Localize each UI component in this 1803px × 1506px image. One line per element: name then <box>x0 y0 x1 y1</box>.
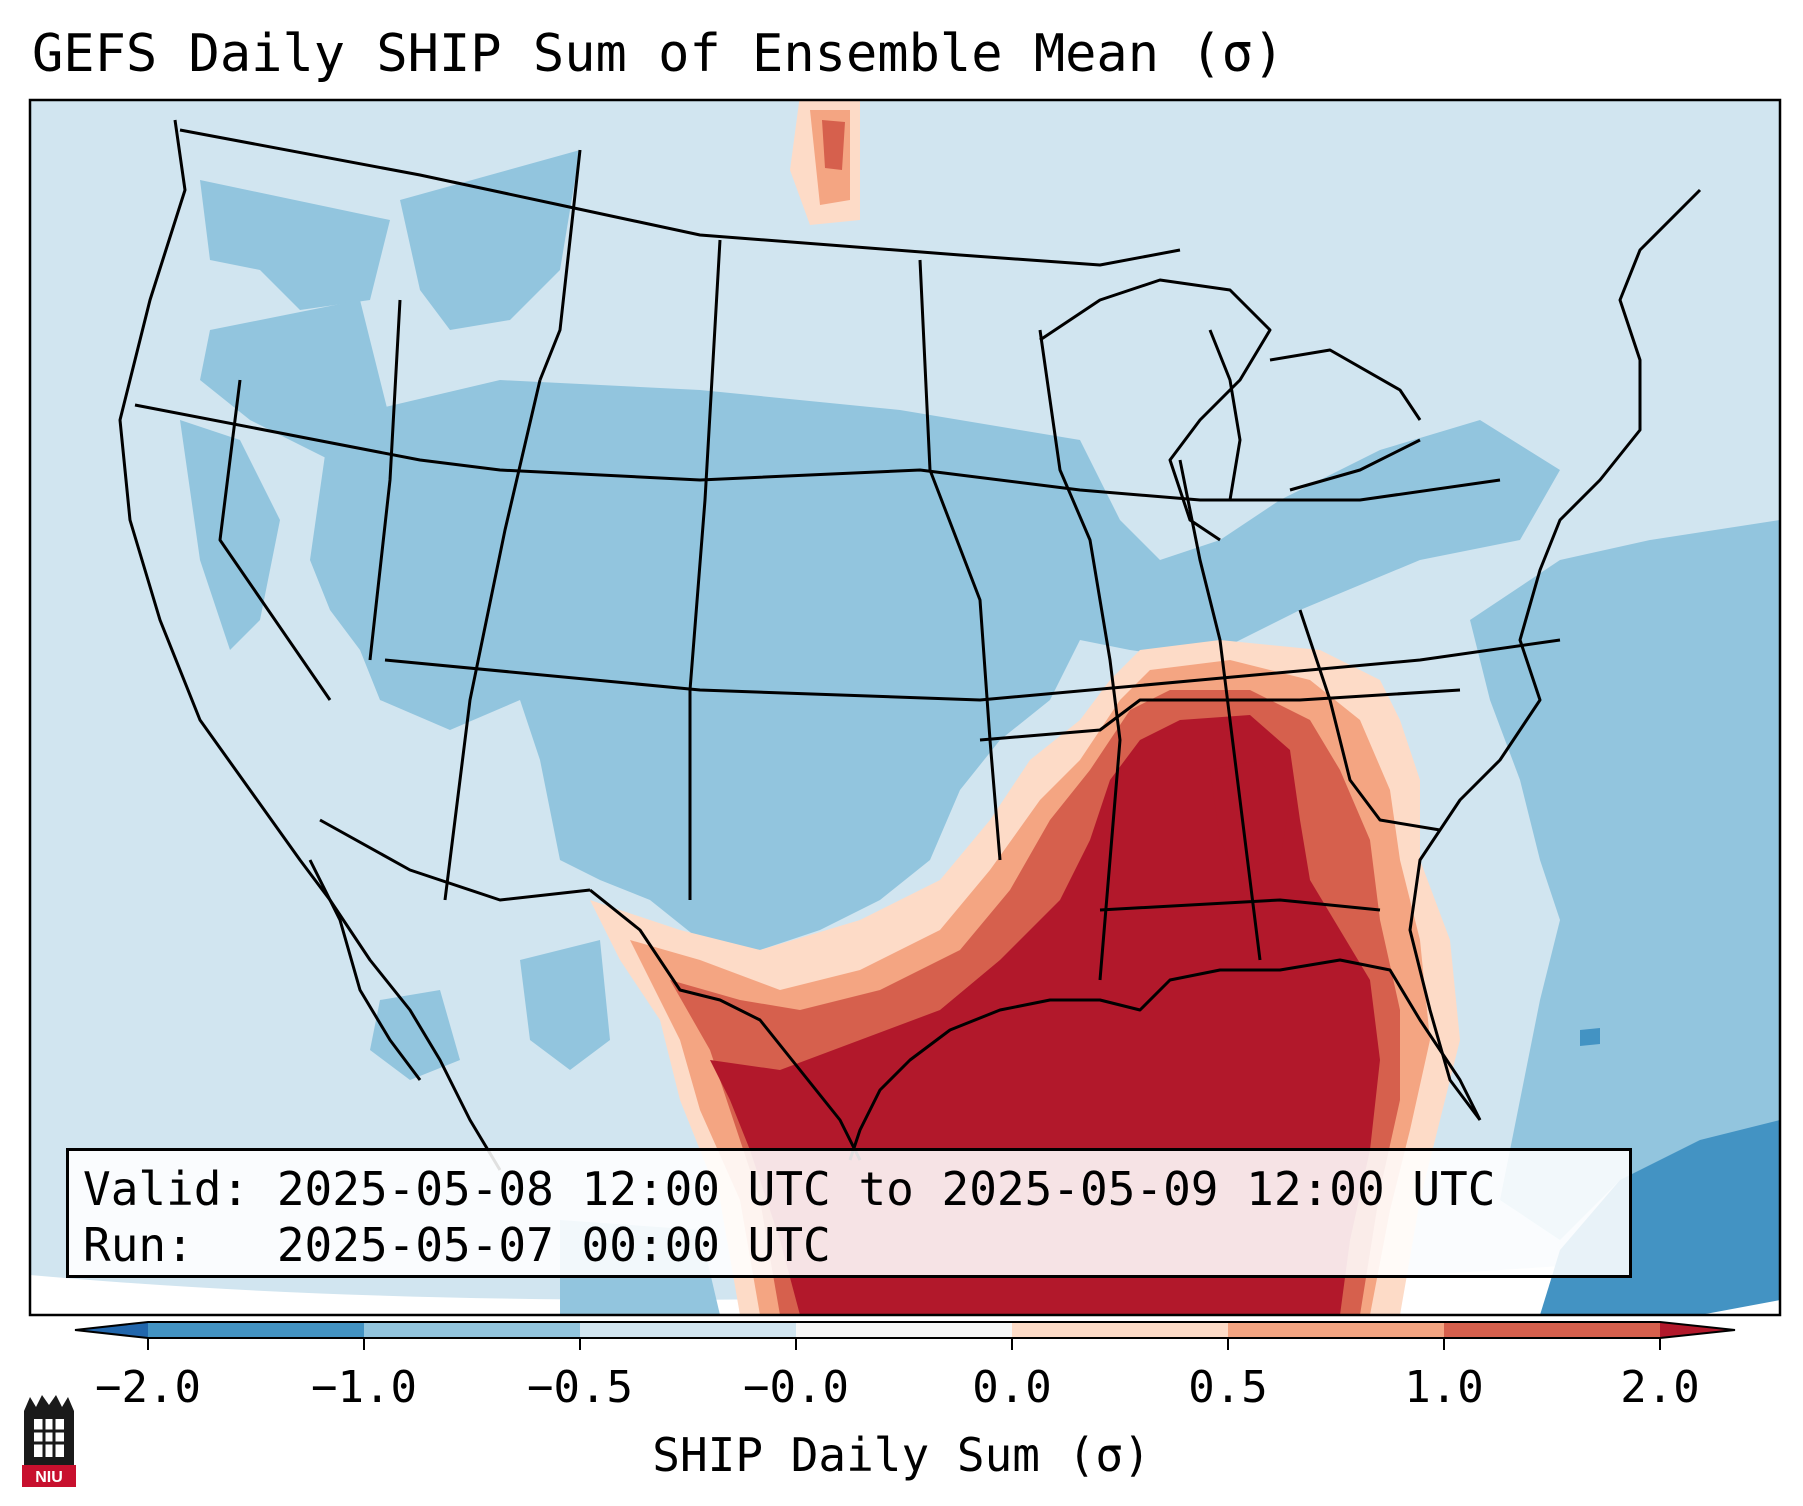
colorbar-label: SHIP Daily Sum (σ) <box>652 1428 1151 1482</box>
colorbar-bin-4 <box>796 1322 1012 1338</box>
map-field <box>30 100 1780 1315</box>
colorbar-extend-low <box>75 1322 148 1338</box>
colorbar-tick: −2.0 <box>95 1362 201 1413</box>
colorbar-tick: 1.0 <box>1404 1362 1484 1413</box>
pacific-coastline <box>118 119 502 1171</box>
borders <box>118 119 1702 1171</box>
colorbar-bin-7 <box>1444 1322 1660 1338</box>
colorbar-tick: −1.0 <box>311 1362 417 1413</box>
colorbar-extend-high <box>1660 1322 1735 1338</box>
run-time: Run: 2025-05-07 00:00 UTC <box>83 1218 831 1272</box>
map-frame <box>28 98 1782 1317</box>
colorbar-bin-5 <box>1012 1322 1228 1338</box>
colorbar-bin-2 <box>364 1322 580 1338</box>
colorbar-bin-3 <box>580 1322 796 1338</box>
colorbar <box>74 1321 1736 1350</box>
colorbar-tick: 0.0 <box>972 1362 1052 1413</box>
colorbar-tick: 0.5 <box>1188 1362 1268 1413</box>
colorbar-bin-6 <box>1228 1322 1444 1338</box>
info-box: Valid: 2025-05-08 12:00 UTC to 2025-05-0… <box>66 1148 1632 1278</box>
atlantic-coastline <box>1408 188 1702 1121</box>
mexico-border <box>589 888 862 1161</box>
logo-text: NIU <box>35 1469 63 1486</box>
field-minus-0.5 <box>180 150 1780 1315</box>
valid-time: Valid: 2025-05-08 12:00 UTC to 2025-05-0… <box>83 1162 1496 1216</box>
colorbar-tick: −0.5 <box>527 1362 633 1413</box>
colorbar-tick: −0.0 <box>743 1362 849 1413</box>
colorbar-bin-1 <box>148 1322 364 1338</box>
colorbar-tick: 2.0 <box>1620 1362 1700 1413</box>
gulf-coastline <box>848 958 1482 1161</box>
canada-border <box>179 128 1181 267</box>
niu-logo: NIU <box>22 1395 76 1487</box>
figure-title: GEFS Daily SHIP Sum of Ensemble Mean (σ) <box>32 24 1285 84</box>
